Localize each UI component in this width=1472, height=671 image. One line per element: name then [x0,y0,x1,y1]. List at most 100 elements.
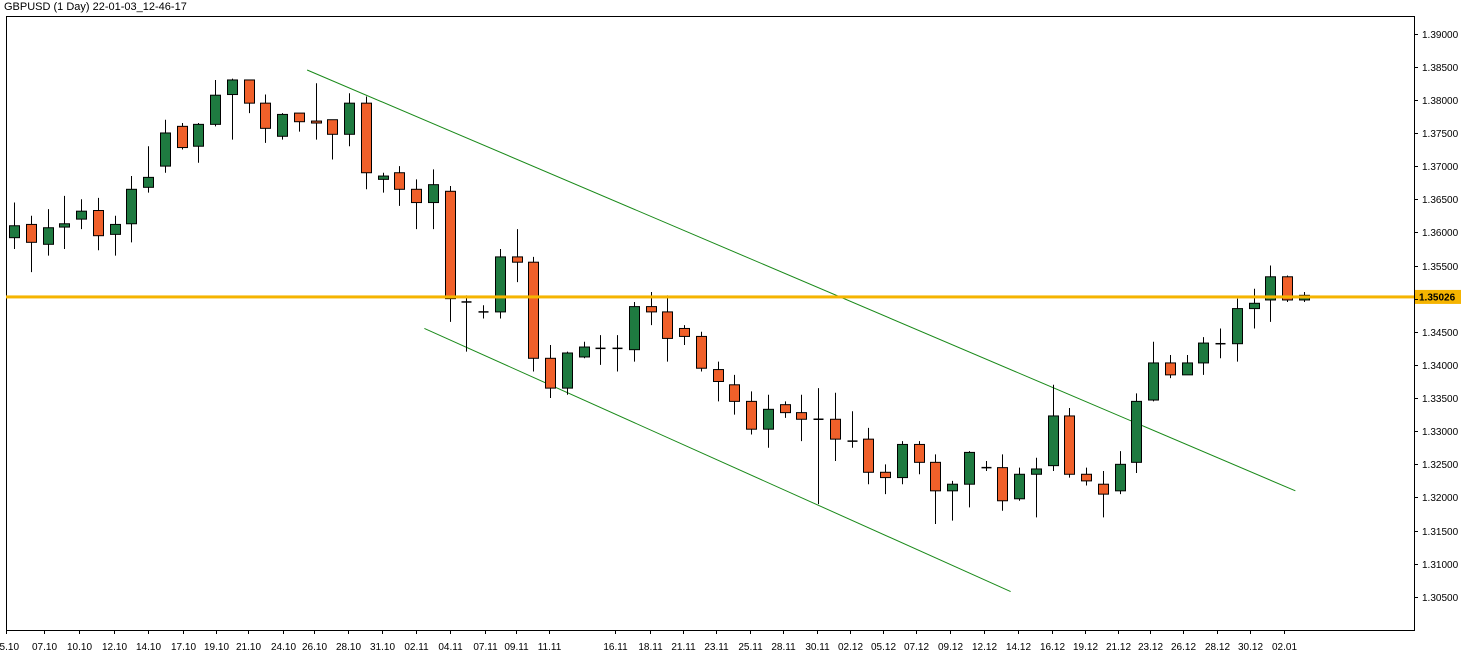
candle [344,93,355,147]
candle [1048,384,1059,471]
x-tick-label: 07.10 [32,642,57,653]
candle [947,480,958,521]
x-tick-label: 21.11 [671,642,696,653]
y-tick-label: 1.38500 [1422,63,1459,74]
candle [512,229,523,283]
candle-body [713,369,724,382]
candle [1165,354,1176,379]
x-tick-label: 26.10 [302,642,327,653]
candle-body [193,123,204,147]
candle-body [1232,308,1243,345]
candle [277,113,288,140]
candle-body [26,223,37,243]
candle [880,464,891,495]
candle-body [110,223,121,235]
candle [93,197,104,251]
x-tick-label: 25.11 [738,642,763,653]
candle-body [428,184,439,204]
candle-body [947,483,958,492]
candle-body [997,467,1008,502]
candle [126,176,137,243]
candle [763,394,774,448]
candle [1232,298,1243,362]
plot-frame [6,16,1415,631]
x-tick-label: 14.12 [1006,642,1031,653]
x-tick-label: 05.12 [871,642,896,653]
candle-body [629,306,640,351]
candle-body [126,188,137,225]
candle [562,351,573,395]
candle [780,401,791,418]
current-price-line [6,295,1414,299]
candle-body [897,443,908,479]
candle-body [394,172,405,190]
candle-layer [9,78,1310,524]
candle [997,454,1008,511]
candle [43,209,54,256]
candle [260,94,271,143]
candle-body [260,102,271,129]
y-tick-label: 1.38000 [1422,96,1459,107]
y-tick-label: 1.33000 [1422,427,1459,438]
candle [1014,467,1025,501]
candle [930,454,941,524]
candle [528,256,539,372]
candle-body [662,311,673,339]
trendline-layer [306,69,1296,593]
candle-body [1048,415,1059,467]
candle [914,441,925,475]
candle-body [361,102,372,174]
x-tick-label: 12.10 [102,642,127,653]
x-tick-label: 26.12 [1171,642,1196,653]
current-price-label: 1.35026 [1419,292,1456,303]
x-tick-label: 19.12 [1073,642,1098,653]
candle [696,331,707,372]
x-tick-label: 18.11 [638,642,663,653]
candle [1064,407,1075,478]
candle [428,169,439,230]
candle [478,305,489,319]
x-tick-label: 14.10 [136,642,161,653]
candle-body [9,225,20,239]
x-tick-label: 30.11 [805,642,830,653]
y-tick-label: 1.34500 [1422,328,1459,339]
candle-body [76,210,87,220]
candle [1031,457,1042,518]
candle [461,295,472,352]
candle [662,295,673,362]
x-tick-label: 02.12 [838,642,863,653]
candle [193,123,204,163]
x-tick-label: 28.12 [1205,642,1230,653]
candle-body [277,113,288,137]
candle [847,411,858,448]
candle-body [1148,362,1159,401]
trendline-lower-channel [424,328,1011,593]
y-tick-label: 1.31000 [1422,560,1459,571]
y-tick-label: 1.31500 [1422,527,1459,538]
candle-body [1031,468,1042,475]
price-line-layer: 1.35026 [6,289,1461,304]
candle [9,202,20,249]
y-tick-label: 1.34000 [1422,361,1459,372]
candle [26,215,37,273]
candle-body [93,210,104,237]
candle [495,248,506,319]
x-tick-label: 21.12 [1106,642,1131,653]
candle-body [1182,362,1193,376]
x-tick-label: 05.10 [0,642,19,653]
candle [1182,354,1193,376]
candle-body [244,79,255,104]
y-tick-label: 1.32500 [1422,460,1459,471]
candle-body [528,261,539,359]
candle-body [1198,342,1209,364]
candle [579,341,590,359]
candle [227,78,238,140]
candle [445,185,456,322]
candle-body [177,125,188,149]
candle [1081,467,1092,486]
candle-body [59,223,70,228]
y-tick-label: 1.39000 [1422,30,1459,41]
candle-body [311,120,322,124]
x-tick-label: 07.12 [904,642,929,653]
